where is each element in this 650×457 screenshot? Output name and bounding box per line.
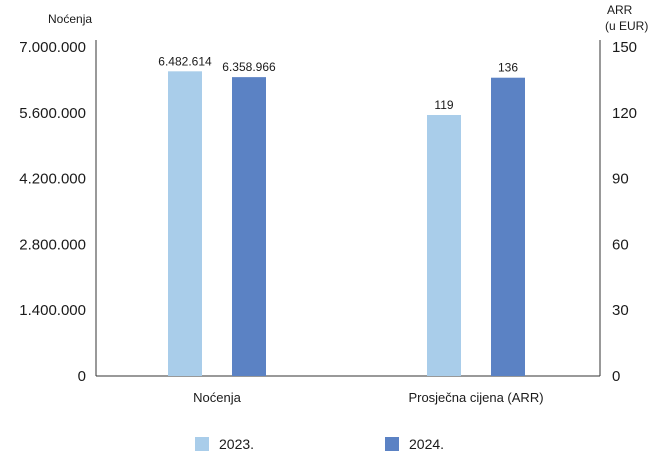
bars: 6.482.614 6.358.966 119 136 [158,54,525,376]
bar-2023-1 [427,114,461,376]
y-right-tick-label: 30 [612,302,629,319]
y-right-axis-title-line2: (u EUR) [605,19,648,33]
bar-2023-0 [168,71,202,376]
y-left-axis-title: Noćenja [48,12,92,26]
category-label: Prosječna cijena (ARR) [408,390,543,405]
legend-label: 2023. [219,436,254,452]
y-right-tick-label: 120 [612,105,637,122]
y-left-tick-label: 2.800.000 [19,236,86,253]
y-right-tick-label: 60 [612,236,629,253]
y-left-tick-label: 4.200.000 [19,171,86,188]
legend-swatch [385,437,399,451]
bar-data-label: 136 [498,61,518,75]
bar-data-label: 119 [434,98,453,112]
y-left-tick-label: 1.400.000 [19,302,86,319]
legend: 2023. 2024. [195,436,444,452]
category-label: Noćenja [193,390,241,405]
y-right-ticks: 0 30 60 90 120 150 [612,39,637,385]
y-left-tick-label: 0 [78,368,86,385]
bar-data-label: 6.358.966 [222,60,276,74]
bar-data-label: 6.482.614 [158,54,212,68]
y-left-tick-label: 7.000.000 [19,39,86,56]
y-right-tick-label: 0 [612,368,620,385]
bar-2024-0 [232,77,266,376]
y-left-tick-label: 5.600.000 [19,105,86,122]
bar-2024-1 [491,77,525,376]
y-right-tick-label: 90 [612,171,629,188]
category-labels: Noćenja Prosječna cijena (ARR) [193,390,543,405]
y-right-tick-label: 150 [612,39,637,56]
legend-swatch [195,437,209,451]
y-right-axis-title-line1: ARR [607,3,633,17]
y-left-ticks: 0 1.400.000 2.800.000 4.200.000 5.600.000 7.0… [19,39,86,385]
legend-label: 2024. [409,436,444,452]
